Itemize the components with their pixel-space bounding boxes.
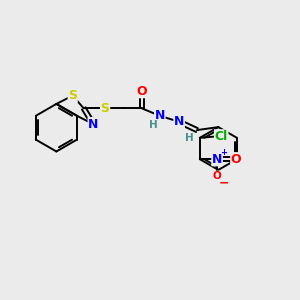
Text: O: O (137, 85, 147, 98)
Text: H: H (185, 134, 194, 143)
Text: S: S (68, 89, 77, 102)
Text: N: N (174, 115, 184, 128)
Text: S: S (100, 102, 109, 115)
Text: O: O (213, 171, 221, 181)
Text: Cl: Cl (214, 130, 228, 143)
Text: +: + (220, 148, 227, 157)
Text: H: H (149, 120, 158, 130)
Text: N: N (88, 118, 98, 130)
Text: −: − (218, 176, 229, 190)
Text: N: N (212, 153, 222, 166)
Text: N: N (154, 109, 165, 122)
Text: O: O (231, 153, 242, 166)
